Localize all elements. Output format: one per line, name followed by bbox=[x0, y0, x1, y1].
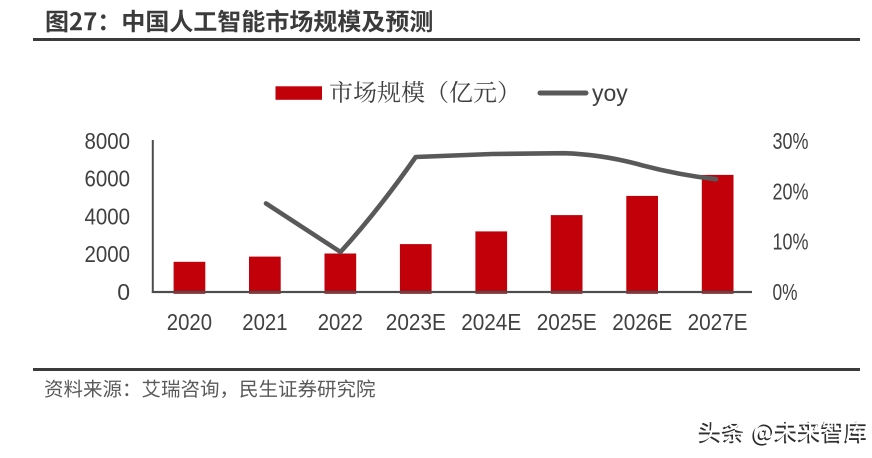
svg-text:20%: 20% bbox=[773, 178, 809, 204]
svg-text:2026E: 2026E bbox=[612, 309, 672, 335]
svg-text:yoy: yoy bbox=[592, 80, 628, 106]
svg-text:4000: 4000 bbox=[85, 203, 131, 229]
svg-text:30%: 30% bbox=[773, 128, 809, 154]
svg-text:0%: 0% bbox=[773, 279, 798, 305]
svg-text:2020: 2020 bbox=[167, 309, 212, 335]
svg-text:10%: 10% bbox=[773, 229, 809, 255]
svg-text:2021: 2021 bbox=[242, 309, 287, 335]
svg-text:2024E: 2024E bbox=[461, 309, 521, 335]
svg-text:0: 0 bbox=[117, 279, 130, 305]
svg-text:6000: 6000 bbox=[85, 166, 131, 192]
svg-text:2000: 2000 bbox=[85, 241, 131, 267]
svg-text:2025E: 2025E bbox=[537, 309, 597, 335]
svg-text:2027E: 2027E bbox=[688, 309, 748, 335]
svg-text:8000: 8000 bbox=[85, 128, 131, 154]
svg-text:2023E: 2023E bbox=[386, 309, 446, 335]
svg-text:2022: 2022 bbox=[318, 309, 363, 335]
